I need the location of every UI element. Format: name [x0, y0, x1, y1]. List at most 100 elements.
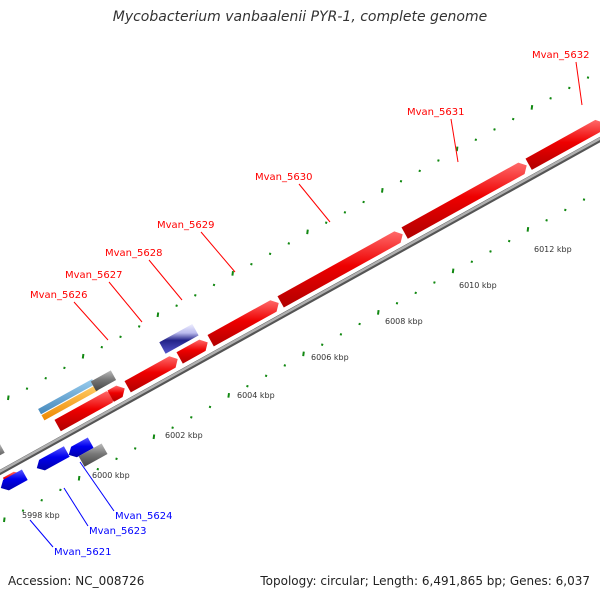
callout-line [108, 281, 143, 323]
scale-label: 6008 kbp [385, 317, 423, 326]
scale-tick [21, 509, 25, 512]
scale-tick [395, 301, 399, 305]
scale-tick [283, 364, 287, 367]
scale-tick [137, 325, 141, 328]
scale-tick [358, 322, 361, 326]
scale-label: 6000 kbp [92, 471, 130, 480]
other-feature [78, 443, 108, 467]
scale-tick [119, 335, 122, 339]
scale-tick [3, 517, 6, 523]
scale-tick [451, 268, 455, 274]
scale-tick [381, 187, 384, 193]
callout-line [73, 301, 109, 341]
scale-tick [268, 252, 272, 256]
callout-line [200, 231, 236, 273]
scale-tick [302, 351, 305, 357]
scale-tick [564, 208, 567, 212]
scale-tick [63, 366, 66, 370]
other-feature [90, 370, 117, 392]
map-title: Mycobacterium vanbaalenii PYR-1, complet… [112, 9, 488, 25]
scale-tick [287, 242, 291, 245]
forward-gene [525, 119, 600, 170]
gene-label-reverse: Mvan_5624 [115, 511, 172, 522]
scale-tick [227, 392, 230, 398]
gene-label-reverse: Mvan_5623 [89, 526, 146, 537]
scale-tick [25, 387, 29, 390]
gene-label-reverse: Mvan_5621 [54, 547, 111, 558]
scale-tick [470, 260, 474, 264]
scale-tick [59, 488, 62, 492]
other-feature [159, 324, 199, 354]
scale-tick [156, 312, 160, 318]
forward-gene [124, 356, 178, 393]
scale-tick [115, 457, 118, 461]
forward-gene [207, 300, 279, 347]
scale-tick [568, 86, 571, 90]
reverse-gene [0, 469, 28, 491]
genome-summary-text: Topology: circular; Length: 6,491,865 bp… [260, 574, 590, 588]
scale-tick [526, 227, 530, 232]
scale-tick [194, 294, 197, 297]
forward-gene [107, 385, 125, 402]
scale-tick [81, 353, 85, 359]
callout-line [450, 118, 459, 163]
scale-tick [44, 376, 47, 380]
scale-tick [246, 384, 249, 388]
rna-feature [38, 379, 95, 415]
reverse-gene [68, 437, 94, 458]
scale-tick [40, 498, 43, 502]
scale-tick [530, 105, 534, 110]
callout-line [29, 519, 54, 548]
scale-tick [339, 333, 343, 336]
gene-label-forward: Mvan_5628 [105, 248, 162, 259]
scale-tick [212, 283, 216, 287]
scale-tick [507, 239, 511, 243]
scale-label: 6004 kbp [237, 391, 275, 400]
gene-label-forward: Mvan_5626 [30, 290, 87, 301]
scale-tick [133, 447, 137, 450]
scale-label: 6012 kbp [534, 245, 572, 254]
scale-tick [7, 395, 10, 401]
scale-tick [549, 97, 552, 100]
callout-line [148, 259, 183, 301]
scale-tick [377, 309, 380, 315]
forward-gene [277, 231, 403, 308]
gene-label-forward: Mvan_5629 [157, 220, 214, 231]
scale-tick [545, 219, 548, 222]
scale-tick [77, 475, 81, 481]
callout-line [575, 61, 583, 106]
scale-tick [264, 374, 268, 378]
gene-label-forward: Mvan_5630 [255, 172, 312, 183]
scale-tick [399, 179, 403, 183]
scale-tick [96, 467, 100, 471]
genome-backbone [0, 136, 600, 476]
scale-tick [455, 146, 459, 152]
scale-tick [171, 426, 174, 429]
scale-tick [493, 128, 496, 131]
rna-feature [41, 385, 99, 421]
upper-tick-track [7, 76, 590, 401]
forward-gene [54, 391, 115, 432]
scale-tick [418, 169, 421, 173]
scale-tick [582, 198, 586, 201]
scale-label: 5998 kbp [22, 511, 60, 520]
reverse-gene [36, 446, 70, 471]
scale-tick [190, 416, 193, 419]
scale-label: 6010 kbp [459, 281, 497, 290]
scale-tick [437, 159, 440, 162]
scale-tick [474, 138, 478, 142]
scale-tick [250, 262, 253, 266]
scale-tick [324, 221, 328, 225]
callout-line [63, 487, 89, 527]
lower-tick-track: 5998 kbp 6000 kbp 6002 kbp 6004 kbp 6006 kbp… [3, 198, 586, 523]
scale-tick [306, 229, 309, 235]
scale-tick [208, 405, 212, 409]
other-feature [0, 444, 5, 456]
scale-tick [414, 291, 417, 295]
accession-text: Accession: NC_008726 [8, 574, 145, 588]
scale-tick [231, 270, 234, 276]
scale-tick [343, 211, 347, 214]
scale-tick [362, 200, 365, 204]
scale-label: 6006 kbp [311, 353, 349, 362]
